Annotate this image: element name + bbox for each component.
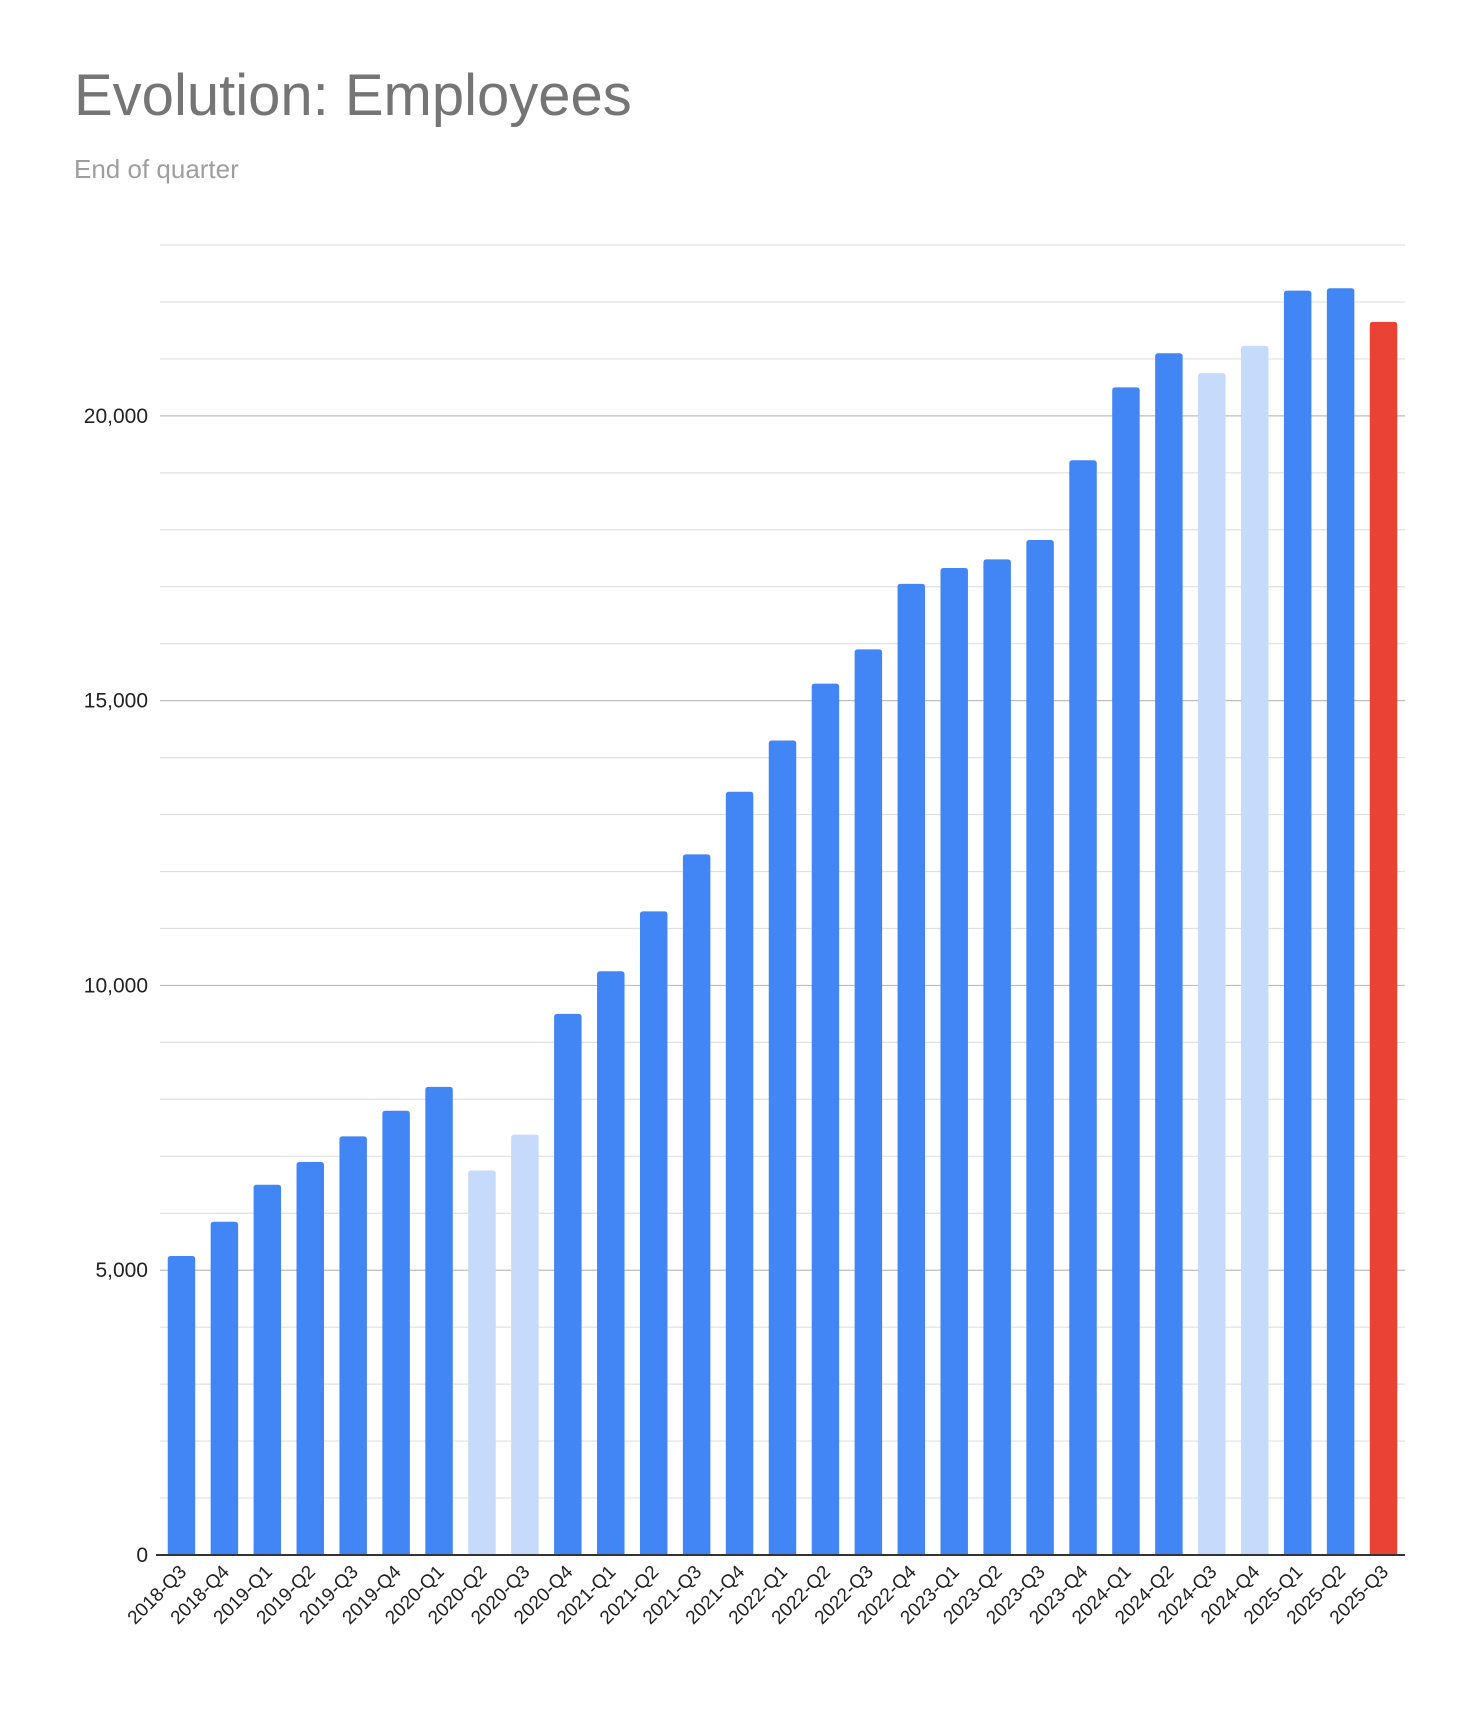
bar-2020-Q1	[425, 1086, 453, 1555]
bar-2023-Q1	[940, 567, 968, 1555]
bar-2022-Q4	[897, 583, 926, 1555]
bar-2023-Q4	[1069, 460, 1097, 1555]
x-tick-labels: 2018-Q32018-Q42019-Q12019-Q22019-Q32019-…	[124, 1561, 1393, 1628]
y-tick-label: 0	[136, 1544, 148, 1567]
bar-2020-Q3	[511, 1134, 539, 1555]
y-tick-label: 15,000	[84, 690, 148, 713]
bar-2021-Q2	[639, 911, 668, 1555]
y-tick-label: 5,000	[95, 1259, 148, 1282]
bar-2021-Q1	[597, 971, 625, 1555]
bar-2024-Q3	[1198, 373, 1226, 1556]
bar-2021-Q4	[725, 791, 754, 1555]
bar-2024-Q4	[1241, 345, 1269, 1556]
chart-subtitle: End of quarter	[74, 154, 239, 184]
bar-2025-Q2	[1326, 288, 1355, 1555]
y-tick-labels: 0 5,000 10,000 15,000 20,000	[84, 405, 148, 1567]
bar-2019-Q2	[296, 1162, 324, 1555]
bar-2024-Q1	[1112, 387, 1140, 1555]
bar-2018-Q4	[210, 1221, 239, 1555]
bar-2022-Q2	[811, 683, 840, 1555]
bar-2022-Q1	[768, 740, 797, 1555]
bar-2023-Q2	[983, 559, 1011, 1555]
y-tick-label: 10,000	[84, 974, 148, 997]
bar-2020-Q4	[554, 1013, 582, 1555]
bar-2019-Q4	[382, 1110, 410, 1555]
bar-2025-Q1	[1283, 290, 1312, 1556]
bar-2024-Q2	[1155, 353, 1183, 1555]
chart-title: Evolution: Employees	[74, 63, 632, 128]
bars	[167, 288, 1398, 1556]
bar-2018-Q3	[167, 1255, 196, 1555]
bar-2022-Q3	[854, 649, 883, 1555]
bar-2023-Q3	[1026, 540, 1054, 1555]
bar-2019-Q3	[339, 1136, 367, 1555]
bar-2019-Q1	[253, 1184, 282, 1555]
bar-2025-Q3	[1369, 321, 1398, 1555]
bar-2021-Q3	[682, 854, 711, 1555]
bar-2020-Q2	[468, 1170, 496, 1555]
y-tick-label: 20,000	[84, 405, 148, 428]
